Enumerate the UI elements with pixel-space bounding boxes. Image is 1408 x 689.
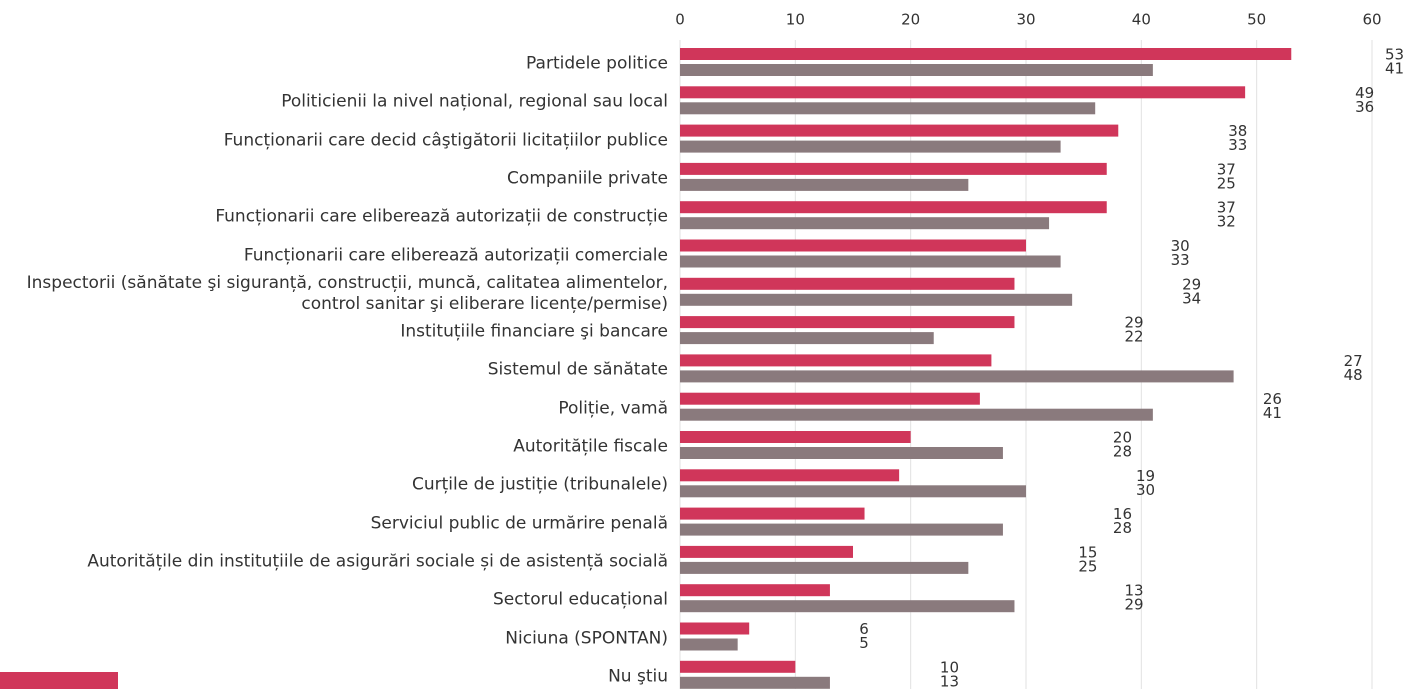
bar [680, 217, 1050, 230]
bar [680, 545, 853, 558]
value-label: 48 [1344, 366, 1363, 384]
value-label: 32 [1217, 213, 1236, 231]
value-label: 29 [1124, 596, 1143, 614]
bar [680, 124, 1119, 137]
value-label: 16 [1113, 505, 1132, 523]
category-label: Partidele politice [526, 53, 668, 74]
bar [680, 622, 750, 635]
value-label: 29 [1124, 314, 1143, 332]
value-label: 49 [1355, 84, 1374, 102]
x-tick-label: 20 [901, 11, 920, 29]
bar [680, 469, 900, 482]
x-tick-label: 10 [786, 11, 805, 29]
category-label: Funcționarii care eliberează autorizații… [215, 206, 668, 227]
bar [680, 354, 992, 367]
bar [680, 485, 1026, 498]
category-label: Funcționarii care eliberează autorizații… [243, 245, 668, 265]
value-label: 19 [1136, 467, 1155, 485]
category-label: Funcționarii care decid câştigătorii lic… [223, 130, 668, 151]
value-label: 30 [1136, 481, 1155, 499]
bar [680, 277, 1015, 290]
category-label: Sectorul educațional [492, 589, 668, 610]
category-label: Niciuna (SPONTAN) [505, 628, 668, 648]
bar [680, 370, 1234, 383]
value-label: 33 [1171, 251, 1190, 269]
value-label: 5 [859, 634, 869, 652]
value-label: 13 [940, 672, 959, 689]
value-label: 28 [1113, 519, 1132, 537]
x-tick-label: 50 [1247, 11, 1266, 29]
value-label: 38 [1228, 122, 1247, 140]
bar [680, 392, 980, 405]
x-tick-label: 60 [1362, 11, 1381, 29]
value-label: 37 [1217, 199, 1236, 217]
bar [680, 201, 1107, 214]
value-label: 22 [1124, 328, 1143, 346]
bar [680, 600, 1015, 613]
category-label: Serviciul public de urmărire penală [370, 513, 668, 534]
value-label: 10 [940, 658, 959, 676]
value-label: 28 [1113, 443, 1132, 461]
value-label: 30 [1171, 237, 1190, 255]
bar [680, 162, 1107, 175]
x-tick-label: 40 [1132, 11, 1151, 29]
category-label: Instituțiile financiare şi bancare [400, 321, 668, 342]
bar [680, 64, 1153, 76]
bar [680, 86, 1246, 99]
value-label: 37 [1217, 160, 1236, 178]
bar [680, 48, 1292, 60]
bar [680, 408, 1153, 421]
decor-bar [0, 672, 118, 689]
bar [680, 638, 738, 651]
value-label: 27 [1344, 352, 1363, 370]
value-label: 15 [1078, 543, 1097, 561]
bar [680, 447, 1003, 459]
value-label: 20 [1113, 429, 1132, 447]
value-label: 33 [1228, 136, 1247, 154]
x-tick-label: 0 [675, 11, 685, 29]
category-label: Nu ştiu [608, 666, 668, 687]
value-label: 25 [1078, 557, 1097, 575]
value-label: 26 [1263, 390, 1282, 408]
category-label: Autoritățile fiscale [513, 436, 668, 457]
bar [680, 140, 1061, 153]
bar [680, 431, 911, 443]
value-label: 53 [1385, 46, 1404, 64]
bar [680, 239, 1026, 252]
bar [680, 178, 969, 191]
category-label: Inspectorii (sănătate şi siguranță, cons… [26, 272, 668, 314]
category-label: Curțile de justiție (tribunalele) [411, 474, 668, 495]
value-label: 13 [1124, 582, 1143, 600]
bar [680, 332, 934, 345]
value-label: 41 [1385, 60, 1404, 78]
value-label: 29 [1182, 275, 1201, 293]
value-label: 41 [1263, 404, 1282, 422]
bar [680, 102, 1096, 115]
category-label: Companiile private [507, 168, 668, 189]
x-tick-label: 30 [1016, 11, 1035, 29]
bar [680, 293, 1073, 306]
category-label: Poliție, vamă [558, 398, 668, 419]
bar [680, 255, 1061, 268]
bar [680, 507, 865, 520]
bar [680, 316, 1015, 329]
bar [680, 676, 830, 689]
category-label: Sistemul de sănătate [487, 359, 668, 380]
category-label: Autoritățile din instituțiile de asigură… [87, 551, 668, 572]
bar [680, 660, 796, 673]
value-label: 6 [859, 620, 869, 638]
category-label: Politicienii la nivel național, regional… [281, 91, 668, 112]
value-label: 25 [1217, 174, 1236, 192]
value-label: 36 [1355, 98, 1374, 116]
bar [680, 561, 969, 574]
bar [680, 523, 1003, 536]
bar [680, 584, 830, 597]
value-label: 34 [1182, 289, 1201, 307]
